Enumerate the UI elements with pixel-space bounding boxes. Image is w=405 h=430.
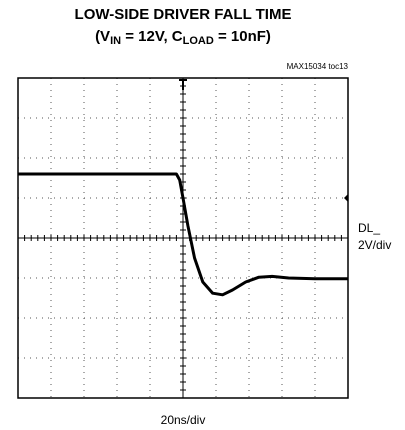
subtitle-part: = 12V, C bbox=[121, 28, 183, 45]
y-scale-label: 2V/div bbox=[358, 238, 391, 252]
channel-marker bbox=[344, 194, 348, 202]
subtitle-part: (V bbox=[95, 28, 110, 45]
screen-border bbox=[17, 77, 349, 399]
trace bbox=[18, 172, 348, 297]
x-scale-label: 20ns/div bbox=[161, 413, 206, 427]
figure-note: MAX15034 toc13 bbox=[287, 62, 349, 71]
trigger-marker bbox=[179, 79, 187, 90]
subscript: LOAD bbox=[183, 35, 214, 47]
chart-subtitle: (VIN = 12V, CLOAD = 10nF) bbox=[95, 28, 271, 47]
subscript: IN bbox=[110, 35, 121, 47]
subtitle-part: = 10nF) bbox=[214, 28, 271, 45]
channel-label: DL_ bbox=[358, 221, 380, 235]
chart-title: LOW-SIDE DRIVER FALL TIME bbox=[75, 6, 292, 23]
plot-area bbox=[17, 77, 349, 399]
